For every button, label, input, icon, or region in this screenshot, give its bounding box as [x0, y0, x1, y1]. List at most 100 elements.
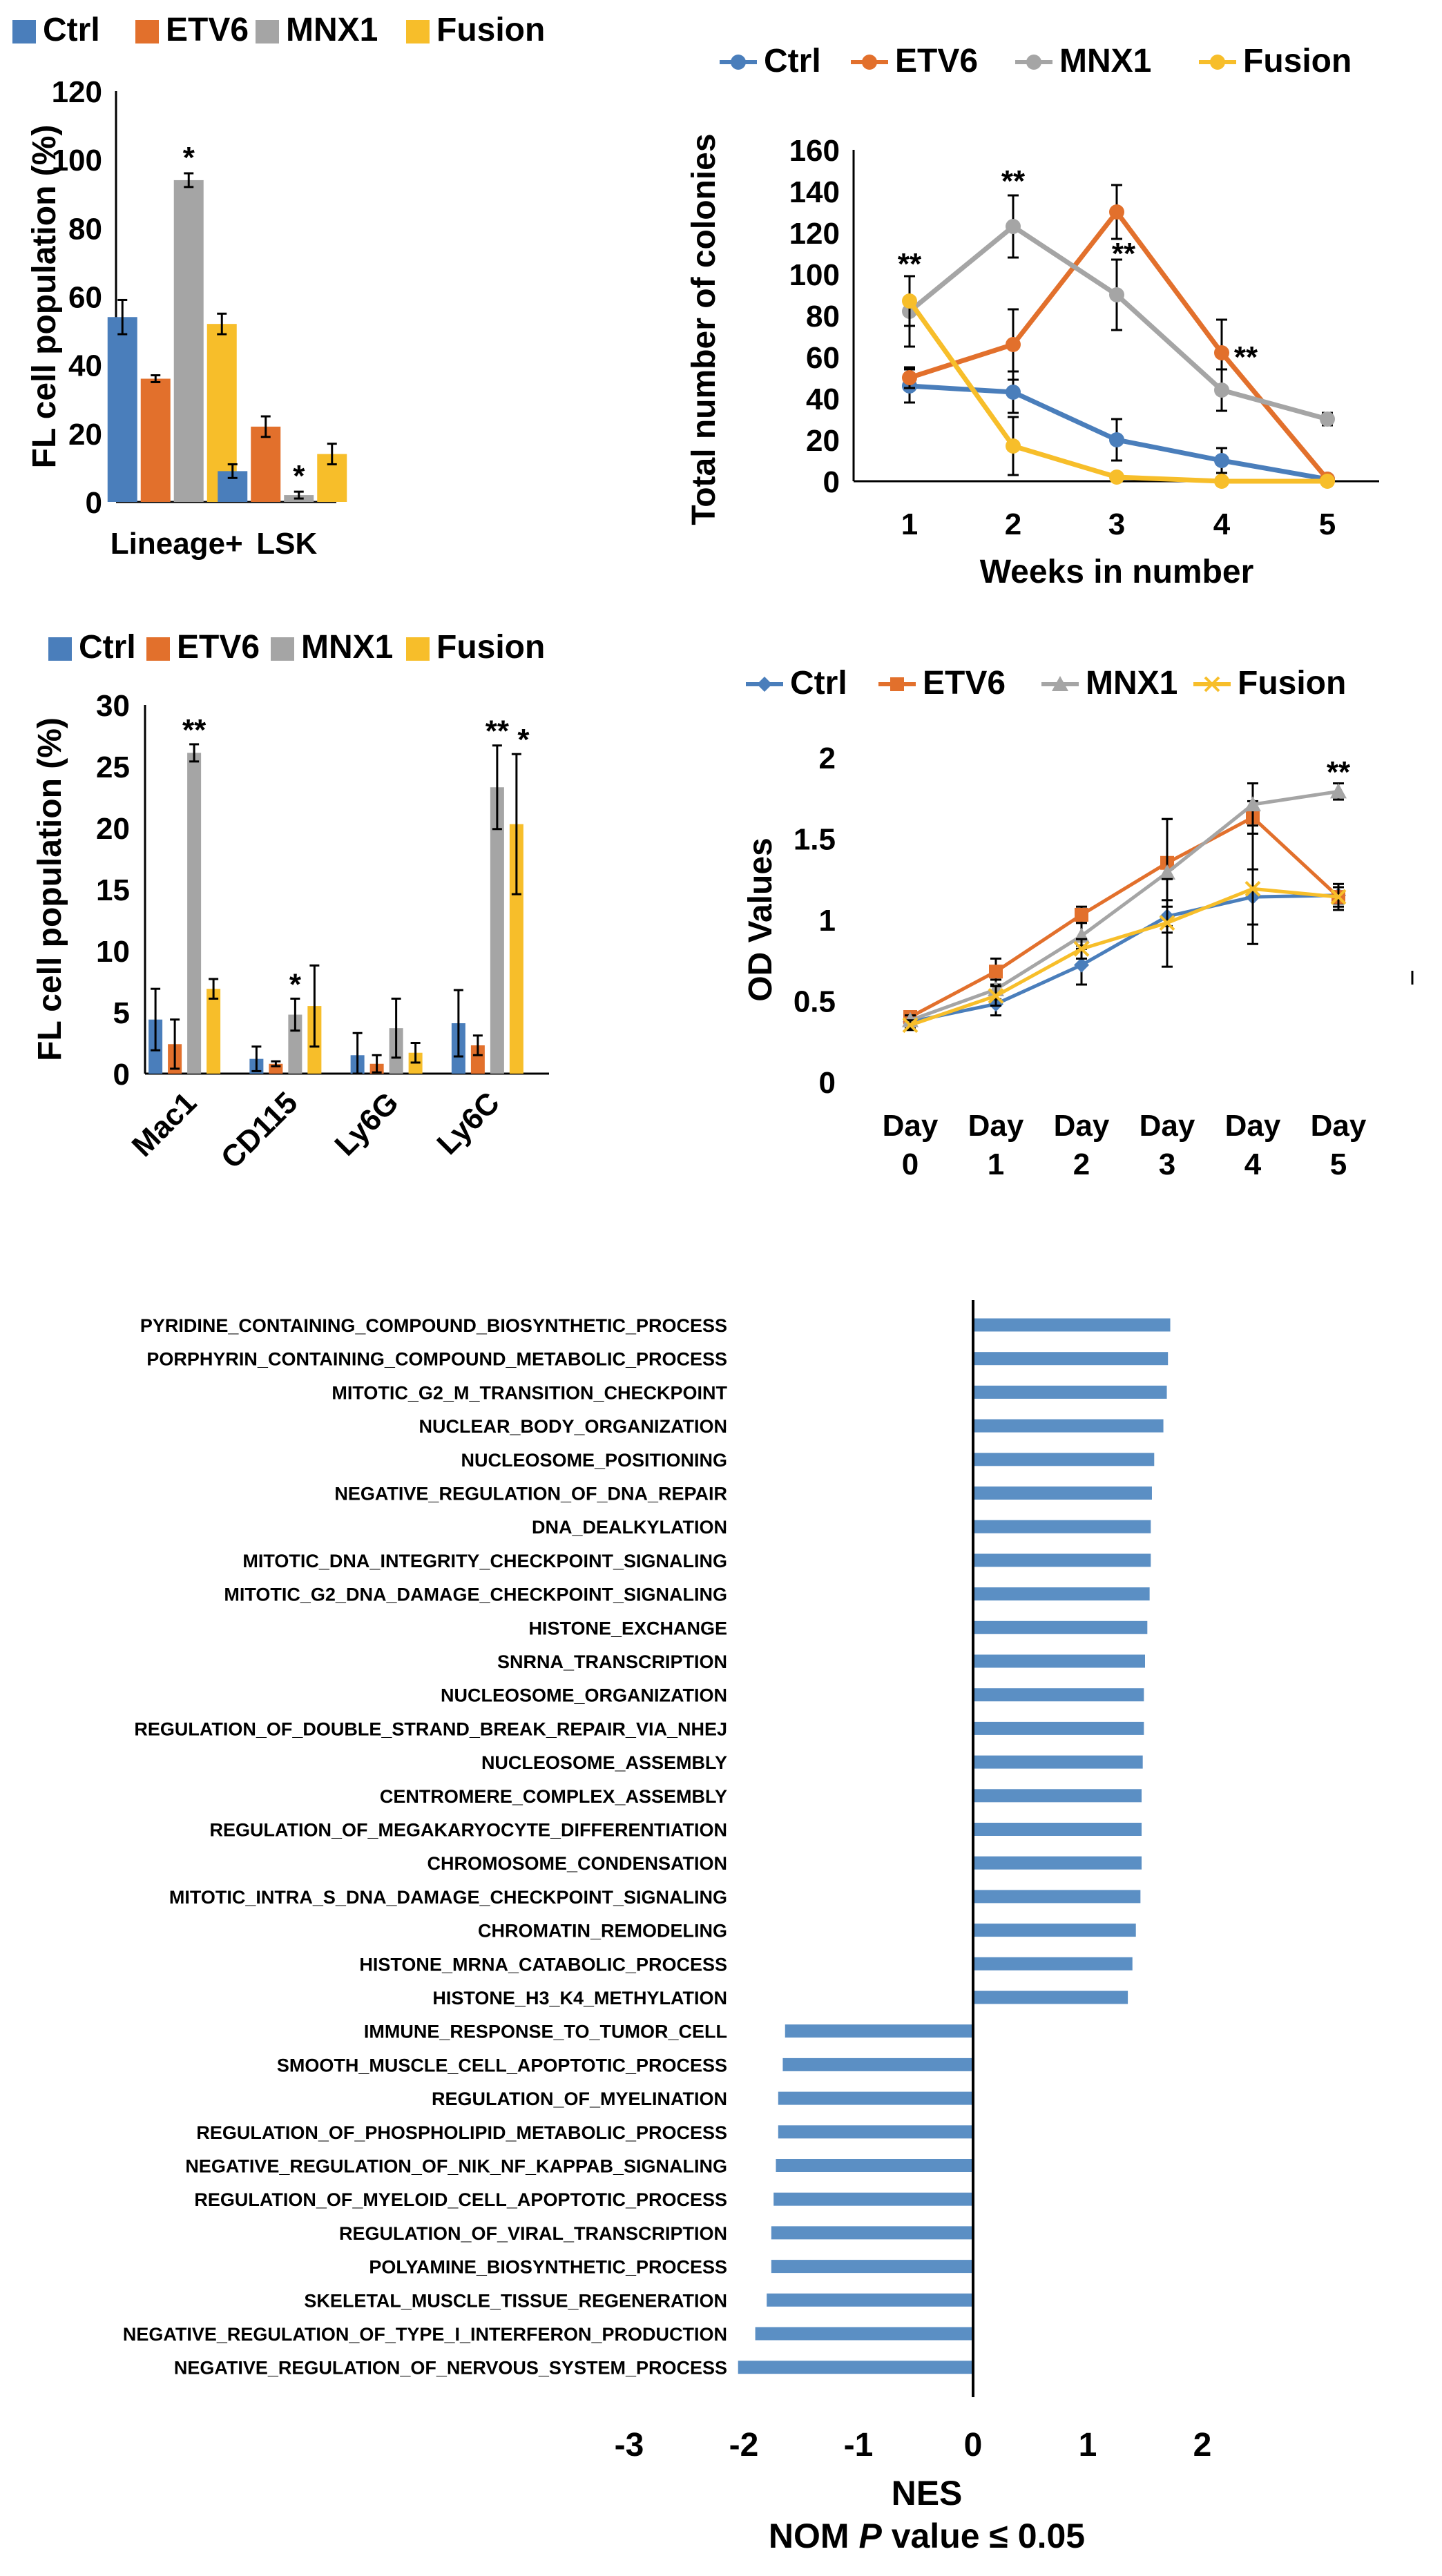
- gene-set-label: HISTONE_MRNA_CATABOLIC_PROCESS: [359, 1954, 727, 1975]
- nes-bar-negative-regulation-of-nervous-system-process: [738, 2361, 973, 2374]
- nes-bar-smooth-muscle-cell-apoptotic-process: [782, 2057, 973, 2071]
- x-tick-day-2-number: 2: [1073, 1147, 1090, 1181]
- legend-label-etv6: ETV6: [166, 12, 249, 48]
- legend-swatch-ctrl: [12, 20, 36, 43]
- data-point-ctrl-2: [1006, 385, 1021, 400]
- data-point-fusion-day-5-stroke-b: [1330, 889, 1347, 905]
- x-tick-4: 4: [1213, 507, 1231, 541]
- data-point-fusion-day-0: [902, 1017, 919, 1034]
- series-line-ctrl: [910, 893, 1339, 1024]
- nes-bar-regulation-of-phospholipid-metabolic-process: [778, 2125, 973, 2139]
- y-tick-100: 100: [789, 258, 840, 292]
- data-point-fusion-day-1: [988, 988, 1004, 1004]
- data-point-fusion-day-4-stroke-b: [1244, 880, 1261, 897]
- x-tick-ly6c: Ly6C: [430, 1085, 506, 1161]
- y-tick-20: 20: [68, 418, 102, 452]
- nes-bar-chromatin-remodeling: [973, 1924, 1136, 1937]
- data-point-fusion-2: [1006, 438, 1021, 454]
- bar-etv6-ly6c: [470, 1045, 485, 1074]
- legend-marker-ctrl: [757, 677, 772, 692]
- nes-bar-regulation-of-double-strand-break-repair-via-nhej: [973, 1721, 1144, 1735]
- x-tick-5: 5: [1319, 507, 1336, 541]
- subtitle-part: P: [858, 2517, 882, 2555]
- legend-marker-ctrl: [731, 55, 746, 70]
- data-point-etv6-4: [1214, 345, 1229, 360]
- nes-bar-mitotic-g2-dna-damage-checkpoint-signaling: [973, 1587, 1150, 1601]
- legend-swatch-mnx1: [271, 637, 294, 661]
- y-tick-15: 15: [96, 873, 130, 907]
- data-point-fusion-day-2-stroke-b: [1073, 940, 1090, 957]
- gene-set-label: PORPHYRIN_CONTAINING_COMPOUND_METABOLIC_…: [146, 1349, 727, 1370]
- gene-set-label: NEGATIVE_REGULATION_OF_DNA_REPAIR: [334, 1484, 727, 1504]
- chart-colonies: Ctrl ETV6 MNX1 Fusion 0 20 40 60 80 100 120 140 160 1…: [686, 43, 1379, 590]
- significance-marker: **: [1234, 340, 1258, 374]
- gene-set-label: POLYAMINE_BIOSYNTHETIC_PROCESS: [369, 2257, 727, 2278]
- data-point-ctrl-4: [1214, 453, 1229, 468]
- legend-label-ctrl: Ctrl: [790, 665, 847, 701]
- bar-ctrl-lineage: [107, 317, 137, 502]
- legend-marker-fusion-stroke-b: [1204, 676, 1220, 693]
- data-point-fusion-4: [1214, 474, 1229, 489]
- data-point-ctrl-day-2: [1074, 957, 1089, 973]
- y-axis-title: FL cell population (%): [32, 717, 68, 1061]
- y-tick-0: 0: [86, 486, 102, 520]
- y-tick-0: 0: [819, 1066, 836, 1100]
- legend-marker-mnx1: [1052, 676, 1068, 691]
- x-tick-2: -2: [729, 2427, 759, 2463]
- data-point-mnx1-day-4: [1244, 796, 1261, 812]
- data-point-ctrl-3: [1109, 432, 1124, 447]
- legend-label-etv6: ETV6: [177, 629, 260, 666]
- y-tick-100: 100: [52, 144, 102, 177]
- series-line-fusion: [910, 887, 1339, 1027]
- gene-set-label: MITOTIC_G2_DNA_DAMAGE_CHECKPOINT_SIGNALI…: [224, 1585, 727, 1605]
- bar-mnx1-cd115: [288, 1014, 302, 1074]
- x-tick-1: 1: [901, 507, 918, 541]
- chart-od-values: Ctrl ETV6 MNX1 Fusion 0 0.5 1 1.5 2 OD Values Day 0…: [742, 665, 1414, 1181]
- gene-set-label: CENTROMERE_COMPLEX_ASSEMBLY: [380, 1786, 727, 1807]
- bar-etv6-lineage: [140, 378, 171, 502]
- nes-bar-dna-dealkylation: [973, 1520, 1151, 1533]
- data-point-mnx1-day-3: [1159, 864, 1175, 880]
- legend-label-mnx1: MNX1: [1086, 665, 1177, 701]
- nes-bar-nucleosome-assembly: [973, 1755, 1143, 1769]
- gene-set-label: NEGATIVE_REGULATION_OF_NIK_NF_KAPPAB_SIG…: [185, 2156, 727, 2177]
- data-point-etv6-1: [902, 370, 917, 385]
- gene-set-label: REGULATION_OF_MYELINATION: [432, 2089, 727, 2109]
- legend-label-fusion: Fusion: [436, 629, 545, 666]
- y-tick-0: 0: [823, 465, 840, 499]
- gene-set-label: SKELETAL_MUSCLE_TISSUE_REGENERATION: [304, 2290, 727, 2311]
- data-point-etv6-day-2: [1075, 907, 1088, 922]
- x-tick-day-5-word: Day: [1311, 1109, 1367, 1143]
- nes-bar-snrna-transcription: [973, 1654, 1145, 1668]
- x-tick-mac1: Mac1: [126, 1085, 203, 1163]
- y-axis-title: Total number of colonies: [686, 133, 722, 525]
- gene-set-label: REGULATION_OF_PHOSPHOLIPID_METABOLIC_PRO…: [196, 2122, 727, 2143]
- gene-set-label: MITOTIC_DNA_INTEGRITY_CHECKPOINT_SIGNALI…: [242, 1551, 727, 1571]
- significance-marker: *: [289, 967, 302, 1001]
- nes-bar-histone-mrna-catabolic-process: [973, 1957, 1133, 1970]
- legend-swatch-fusion: [406, 20, 430, 43]
- data-point-mnx1-3: [1109, 287, 1124, 302]
- y-tick-160: 160: [789, 134, 840, 168]
- nes-bar-immune-response-to-tumor-cell: [785, 2024, 973, 2038]
- significance-marker: **: [1327, 755, 1351, 789]
- data-point-fusion-day-1-stroke-b: [988, 988, 1004, 1004]
- bar-mnx1-mac1: [187, 753, 202, 1074]
- significance-marker: *: [517, 723, 530, 757]
- y-tick-5: 5: [113, 996, 130, 1030]
- x-axis-title: NES: [892, 2474, 963, 2512]
- y-tick-60: 60: [68, 281, 102, 315]
- y-tick-80: 80: [68, 212, 102, 246]
- legend-label-etv6: ETV6: [895, 43, 978, 79]
- significance-marker: **: [1112, 237, 1136, 271]
- gene-set-label: PYRIDINE_CONTAINING_COMPOUND_BIOSYNTHETI…: [140, 1315, 727, 1336]
- legend-swatch-ctrl: [48, 637, 72, 661]
- legend-marker-etv6: [890, 677, 904, 691]
- bar-fusion-mac1: [206, 989, 221, 1074]
- data-point-mnx1-5: [1320, 411, 1335, 427]
- legend-label-etv6: ETV6: [923, 665, 1006, 701]
- y-tick-60: 60: [806, 341, 840, 375]
- data-point-etv6-3: [1109, 204, 1124, 220]
- legend-swatch-etv6: [135, 20, 159, 43]
